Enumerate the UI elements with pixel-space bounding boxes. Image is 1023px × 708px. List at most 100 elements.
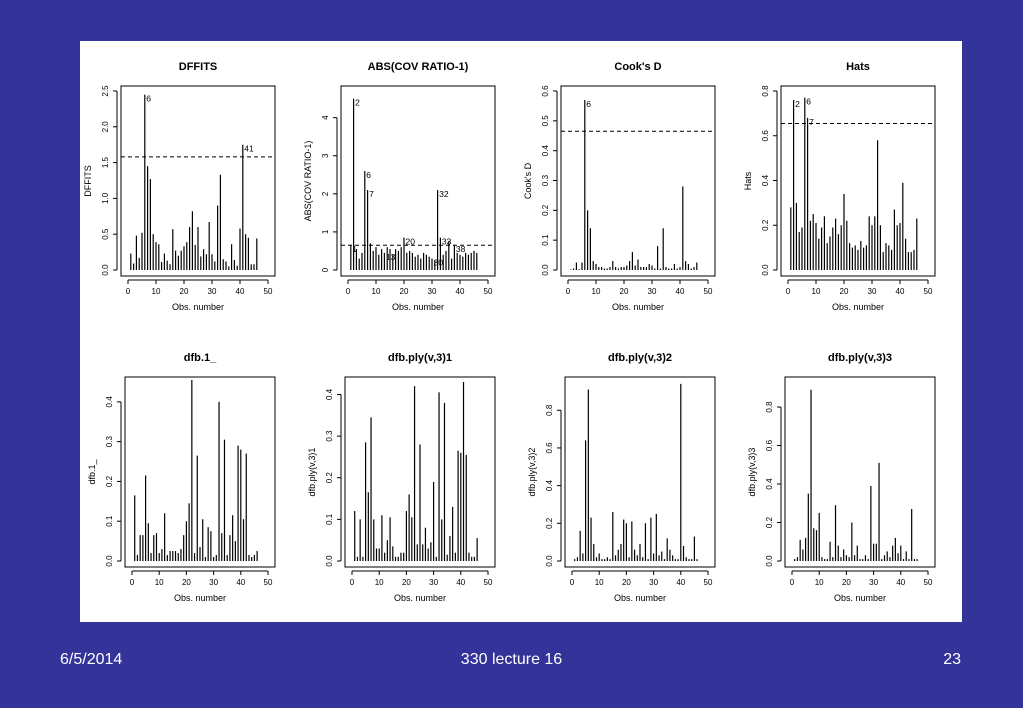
x-tick-label: 50 bbox=[264, 287, 273, 296]
point-label-6: 6 bbox=[366, 170, 371, 180]
chart-5: dfb.ply(v,3)1 Obs. number dfb.ply(v,3)1 0 10… bbox=[307, 352, 496, 603]
point-label-6: 6 bbox=[806, 97, 811, 107]
x-tick-label: 20 bbox=[622, 578, 631, 587]
y-tick-label: 0.0 bbox=[101, 264, 110, 276]
plot-frame bbox=[124, 376, 276, 568]
point-label-41: 41 bbox=[244, 144, 254, 154]
x-tick-label: 50 bbox=[704, 287, 713, 296]
x-tick-label: 30 bbox=[649, 578, 658, 587]
y-tick-label: 1.0 bbox=[101, 192, 110, 204]
y-tick-label: 0.5 bbox=[541, 115, 550, 127]
y-tick-label: 0.3 bbox=[325, 430, 334, 442]
x-tick-label: 20 bbox=[402, 578, 411, 587]
footer-date: 6/5/2014 bbox=[60, 651, 123, 668]
x-tick-label: 20 bbox=[840, 287, 849, 296]
x-tick-label: 30 bbox=[428, 287, 437, 296]
point-label-6: 6 bbox=[586, 99, 591, 109]
x-tick-label: 50 bbox=[484, 287, 493, 296]
x-tick-label: 0 bbox=[126, 287, 131, 296]
y-tick-label: 0.8 bbox=[545, 404, 554, 416]
point-label-2: 2 bbox=[355, 98, 360, 108]
x-tick-label: 20 bbox=[400, 287, 409, 296]
y-tick-label: 0.2 bbox=[105, 475, 114, 487]
point-label-20: 20 bbox=[406, 237, 416, 247]
x-tick-label: 40 bbox=[456, 287, 465, 296]
x-tick-label: 0 bbox=[570, 578, 575, 587]
y-tick-label: 0.2 bbox=[765, 516, 774, 528]
y-tick-label: 4 bbox=[321, 115, 330, 120]
x-tick-label: 10 bbox=[155, 578, 164, 587]
chart-title: dfb.ply(v,3)1 bbox=[388, 352, 452, 364]
x-tick-label: 40 bbox=[236, 287, 245, 296]
x-tick-label: 40 bbox=[236, 578, 245, 587]
plot-frame bbox=[120, 85, 276, 277]
y-tick-label: 0 bbox=[321, 267, 330, 272]
x-tick-label: 30 bbox=[869, 578, 878, 587]
x-tick-label: 30 bbox=[648, 287, 657, 296]
chart-6: dfb.ply(v,3)2 Obs. number dfb.ply(v,3)2 0 10… bbox=[527, 352, 716, 603]
x-tick-label: 10 bbox=[815, 578, 824, 587]
chart-panel: DFFITS Obs. number DFFITS 0 10 20 30 40 50 0.0 0.5… bbox=[80, 41, 962, 622]
x-axis-label: Obs. number bbox=[394, 593, 446, 603]
y-tick-label: 0.0 bbox=[761, 264, 770, 276]
x-tick-label: 0 bbox=[350, 578, 355, 587]
x-axis-label: Obs. number bbox=[172, 302, 224, 312]
y-tick-label: 0.6 bbox=[545, 442, 554, 454]
chart-title: ABS(COV RATIO-1) bbox=[368, 61, 469, 73]
x-tick-label: 10 bbox=[152, 287, 161, 296]
y-tick-label: 3 bbox=[321, 153, 330, 158]
y-tick-label: 0.5 bbox=[101, 228, 110, 240]
point-label-32: 32 bbox=[439, 189, 449, 199]
x-axis-label: Obs. number bbox=[834, 593, 886, 603]
point-label-6: 6 bbox=[146, 94, 151, 104]
chart-title: dfb.ply(v,3)3 bbox=[828, 352, 892, 364]
y-tick-label: 0.1 bbox=[541, 234, 550, 246]
x-tick-label: 40 bbox=[676, 287, 685, 296]
x-axis-label: Obs. number bbox=[392, 302, 444, 312]
chart-title: Hats bbox=[846, 61, 870, 73]
point-label-33: 33 bbox=[442, 237, 452, 247]
chart-4: dfb.1_ Obs. number dfb.1_ 0 10 20 30 40 50 0.0 0.1… bbox=[87, 352, 276, 603]
chart-0: DFFITS Obs. number DFFITS 0 10 20 30 40 50 0.0 0.5… bbox=[83, 61, 276, 312]
y-tick-label: 0.8 bbox=[765, 401, 774, 413]
y-tick-label: 0.2 bbox=[325, 472, 334, 484]
point-label-1: 1 bbox=[352, 244, 357, 254]
plot-frame bbox=[344, 376, 496, 568]
y-tick-label: 0.2 bbox=[545, 517, 554, 529]
point-label-7: 7 bbox=[369, 189, 374, 199]
y-tick-label: 0.0 bbox=[541, 264, 550, 276]
footer-title: 330 lecture 16 bbox=[460, 651, 563, 668]
x-tick-label: 30 bbox=[868, 287, 877, 296]
y-tick-label: 0.4 bbox=[105, 396, 114, 408]
y-tick-label: 0.3 bbox=[105, 436, 114, 448]
x-tick-label: 0 bbox=[786, 287, 791, 296]
x-tick-label: 40 bbox=[896, 287, 905, 296]
x-axis-label: Obs. number bbox=[174, 593, 226, 603]
x-tick-label: 20 bbox=[182, 578, 191, 587]
plot-frame bbox=[340, 85, 496, 277]
x-tick-label: 20 bbox=[842, 578, 851, 587]
x-tick-label: 50 bbox=[264, 578, 273, 587]
y-axis-label: dfb.ply(v,3)3 bbox=[747, 448, 757, 497]
y-tick-label: 1.5 bbox=[101, 156, 110, 168]
y-tick-label: 0.6 bbox=[765, 439, 774, 451]
point-label-13: 13 bbox=[386, 252, 396, 262]
x-tick-label: 30 bbox=[429, 578, 438, 587]
y-tick-label: 2.5 bbox=[101, 85, 110, 97]
x-tick-label: 50 bbox=[924, 578, 933, 587]
y-tick-label: 2 bbox=[321, 191, 330, 196]
y-tick-label: 1 bbox=[321, 229, 330, 234]
x-tick-label: 10 bbox=[595, 578, 604, 587]
y-tick-label: 0.4 bbox=[765, 478, 774, 490]
plot-frame bbox=[780, 85, 936, 277]
y-tick-label: 0.2 bbox=[761, 219, 770, 231]
chart-2: Cook's D Obs. number Cook's D 0 10 20 30 40 50 0.… bbox=[523, 61, 716, 312]
x-tick-label: 40 bbox=[896, 578, 905, 587]
chart-3: Hats Obs. number Hats 0 10 20 30 40 50 0.0 0.2 0.4 0… bbox=[743, 61, 936, 312]
footer-page-number: 23 bbox=[943, 651, 961, 668]
y-tick-label: 0.4 bbox=[545, 480, 554, 492]
y-tick-label: 0.3 bbox=[541, 174, 550, 186]
y-tick-label: 0.1 bbox=[325, 513, 334, 525]
x-tick-label: 40 bbox=[456, 578, 465, 587]
